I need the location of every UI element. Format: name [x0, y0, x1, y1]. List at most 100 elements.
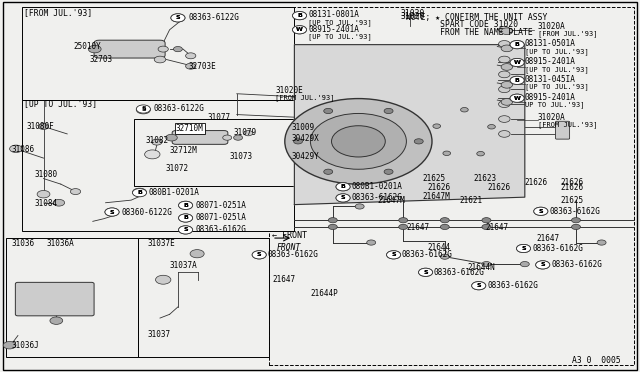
Circle shape — [223, 135, 232, 140]
Text: FRONT: FRONT — [276, 243, 301, 251]
Circle shape — [70, 189, 81, 195]
FancyBboxPatch shape — [94, 40, 165, 58]
Text: B: B — [297, 13, 302, 18]
Circle shape — [520, 262, 529, 267]
Circle shape — [472, 282, 486, 290]
Circle shape — [179, 226, 193, 234]
Text: B: B — [183, 215, 188, 221]
Text: [UP TO JUL.'93]: [UP TO JUL.'93] — [525, 66, 589, 73]
Text: 21647M: 21647M — [378, 196, 405, 205]
Circle shape — [332, 126, 385, 157]
Text: 30429X: 30429X — [291, 134, 319, 143]
Circle shape — [179, 226, 193, 234]
Text: 21621: 21621 — [460, 196, 483, 205]
Circle shape — [572, 218, 580, 223]
Text: 21644: 21644 — [428, 243, 451, 252]
Text: S: S — [476, 283, 481, 288]
Text: S: S — [423, 270, 428, 275]
Text: W: W — [514, 60, 520, 65]
Text: 32712M: 32712M — [170, 146, 197, 155]
Circle shape — [336, 183, 350, 191]
Text: 21644N: 21644N — [467, 263, 495, 272]
Text: [UP TO JUL.'93]: [UP TO JUL.'93] — [308, 19, 372, 26]
Text: 31009: 31009 — [291, 123, 314, 132]
Text: 21626: 21626 — [428, 183, 451, 192]
Circle shape — [419, 268, 433, 276]
Text: [FROM JUL.'93]: [FROM JUL.'93] — [275, 94, 335, 101]
Circle shape — [387, 251, 401, 259]
Text: [UP TO JUL.'93]: [UP TO JUL.'93] — [525, 48, 589, 55]
Circle shape — [499, 101, 510, 108]
Text: [FROM JUL.'93]: [FROM JUL.'93] — [538, 30, 597, 37]
Circle shape — [501, 28, 513, 35]
Circle shape — [488, 125, 495, 129]
Circle shape — [186, 53, 196, 59]
Circle shape — [355, 204, 364, 209]
Text: 31077: 31077 — [208, 113, 231, 122]
Text: S: S — [476, 283, 481, 288]
Circle shape — [10, 145, 22, 153]
Text: 21626: 21626 — [525, 178, 548, 187]
Circle shape — [399, 218, 408, 223]
Text: UP TO JUL.'93]: UP TO JUL.'93] — [525, 102, 584, 108]
Circle shape — [336, 194, 350, 202]
Circle shape — [516, 244, 531, 253]
Circle shape — [501, 99, 513, 105]
Text: 21647: 21647 — [406, 223, 429, 232]
Circle shape — [294, 139, 303, 144]
Circle shape — [482, 262, 491, 267]
Circle shape — [536, 261, 550, 269]
Text: 080B1-0201A: 080B1-0201A — [148, 188, 199, 197]
Text: 31084: 31084 — [35, 199, 58, 208]
Bar — [6, 238, 138, 357]
Circle shape — [190, 250, 204, 258]
Text: 080B1-0201A: 080B1-0201A — [352, 182, 403, 191]
Circle shape — [105, 208, 119, 216]
Text: 31020E: 31020E — [275, 86, 303, 94]
Text: B: B — [515, 78, 520, 83]
Circle shape — [336, 183, 350, 191]
Circle shape — [105, 208, 119, 216]
Circle shape — [310, 113, 406, 169]
Text: ← FRONT: ← FRONT — [272, 231, 307, 240]
Circle shape — [328, 224, 337, 230]
Text: 21647: 21647 — [536, 234, 559, 243]
Text: 21625: 21625 — [561, 196, 584, 205]
Text: 08071-025lA: 08071-025lA — [195, 214, 246, 222]
Circle shape — [171, 14, 185, 22]
Text: [UP TO JUL.'93]: [UP TO JUL.'93] — [24, 99, 97, 108]
Circle shape — [510, 76, 524, 84]
Circle shape — [173, 46, 182, 52]
Text: NOTE; ★ CONFIRM THE UNIT ASSY: NOTE; ★ CONFIRM THE UNIT ASSY — [406, 13, 548, 22]
Circle shape — [384, 169, 393, 174]
Text: 31037E: 31037E — [147, 239, 175, 248]
Text: 31036: 31036 — [12, 239, 35, 248]
Circle shape — [252, 251, 266, 259]
Text: B: B — [515, 78, 520, 83]
Circle shape — [50, 317, 63, 324]
Text: S: S — [183, 227, 188, 232]
Circle shape — [461, 108, 468, 112]
Text: B: B — [137, 190, 142, 195]
Circle shape — [88, 45, 101, 53]
Circle shape — [324, 169, 333, 174]
Circle shape — [572, 224, 580, 230]
Circle shape — [443, 151, 451, 155]
Bar — [22, 100, 294, 231]
Text: S: S — [538, 209, 543, 214]
FancyBboxPatch shape — [172, 131, 228, 144]
Circle shape — [387, 251, 401, 259]
Text: S: S — [109, 209, 115, 215]
Text: 08915-2401A: 08915-2401A — [525, 57, 575, 66]
Text: S: S — [340, 195, 346, 201]
Text: 21625: 21625 — [422, 174, 445, 183]
Text: FROM THE NAME PLATE: FROM THE NAME PLATE — [406, 28, 533, 37]
Circle shape — [53, 199, 65, 206]
Text: 31073: 31073 — [229, 152, 252, 161]
Circle shape — [336, 194, 350, 202]
Circle shape — [154, 56, 166, 63]
Circle shape — [510, 58, 524, 67]
Circle shape — [433, 124, 440, 128]
Text: S: S — [391, 252, 396, 257]
Circle shape — [440, 254, 449, 259]
